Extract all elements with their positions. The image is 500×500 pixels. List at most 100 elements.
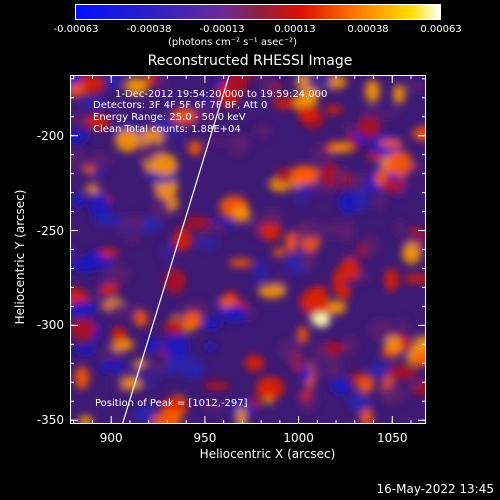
- heatmap-blob: [228, 258, 253, 268]
- heatmap-blob: [230, 75, 256, 80]
- x-tick-label: 1050: [376, 431, 408, 445]
- heatmap-blob: [115, 129, 141, 153]
- colorbar-tick-4: 0.00038: [347, 24, 389, 35]
- heatmap-blob: [141, 361, 170, 371]
- heatmap-blob: [162, 396, 188, 414]
- peak-marker: [312, 312, 331, 327]
- heatmap-blob: [356, 376, 375, 393]
- heatmap-blob: [324, 105, 344, 114]
- heatmap-blob: [196, 231, 209, 240]
- colorbar-tick-1: -0.00038: [126, 24, 172, 35]
- heatmap-blob: [256, 376, 285, 400]
- heatmap-blob: [354, 186, 370, 212]
- heatmap-blob: [300, 390, 311, 401]
- heatmap-blob: [373, 192, 387, 211]
- heatmap-blob: [306, 75, 332, 91]
- heatmap-blob: [295, 190, 307, 208]
- x-tick-label: 900: [99, 431, 123, 445]
- heatmap-blob: [402, 330, 415, 340]
- heatmap-blob: [297, 326, 309, 344]
- heatmap-blob: [90, 151, 111, 169]
- heatmap-blob: [393, 84, 406, 104]
- heatmap-blob: [361, 107, 380, 119]
- heatmap-blob: [85, 114, 110, 130]
- heatmap-blob: [225, 304, 247, 323]
- heatmap-blob: [78, 415, 93, 424]
- heatmap-blob: [183, 311, 202, 328]
- heatmap-blob: [205, 224, 228, 233]
- heatmap-blob: [173, 228, 192, 251]
- x-tick-label: 1000: [283, 431, 314, 445]
- heatmap-blob: [378, 139, 404, 148]
- heatmap-blob: [226, 75, 248, 97]
- heatmap-blob: [285, 232, 297, 252]
- heatmap-blob: [179, 358, 205, 379]
- heatmap-blob: [100, 283, 120, 295]
- heatmap-blob: [163, 319, 186, 336]
- heatmap-blob: [320, 365, 345, 379]
- heatmap-blob: [227, 133, 251, 157]
- heatmap-blob: [151, 153, 178, 176]
- y-tick-label: -350: [36, 413, 64, 428]
- heatmap-blob: [258, 284, 286, 299]
- heatmap-blob: [151, 411, 182, 424]
- heatmap-blob: [157, 75, 169, 89]
- heatmap-blob: [258, 75, 276, 96]
- annotation-clean: Clean Total counts: 1.88E+04: [93, 124, 241, 135]
- heatmap-blob: [93, 214, 123, 226]
- heatmap-blob: [364, 79, 380, 103]
- y-axis-label: Heliocentric Y (arcsec): [13, 189, 27, 325]
- heatmap-blob: [88, 192, 111, 218]
- heatmap-blob: [343, 335, 358, 357]
- heatmap-blob: [394, 218, 405, 237]
- annotation-energy: Energy Range: 25.0 - 50.0 keV: [93, 112, 246, 123]
- heatmap-blob: [362, 233, 380, 258]
- heatmap-blob: [258, 209, 286, 224]
- heatmap-blob: [70, 84, 85, 97]
- heatmap-blob: [134, 404, 155, 424]
- heatmap-blob: [124, 77, 149, 95]
- heatmap-blob: [170, 108, 197, 124]
- heatmap-blob: [170, 121, 184, 144]
- colorbar-tick-2: -0.00013: [199, 24, 245, 35]
- heatmap-blob: [70, 245, 77, 265]
- heatmap-blob: [327, 356, 343, 369]
- heatmap-blob: [70, 318, 97, 341]
- heatmap-blob: [121, 214, 147, 228]
- heatmap-blob: [290, 165, 320, 178]
- heatmap-blob: [219, 295, 237, 309]
- heatmap-blob: [339, 257, 360, 281]
- heatmap-blob: [347, 393, 371, 412]
- chart-title: Reconstructed RHESSI Image: [147, 53, 353, 69]
- y-tick-label: -200: [36, 128, 64, 143]
- annotation-detectors: Detectors: 3F 4F 5F 6F 7F 8F, Att 0: [93, 100, 268, 111]
- heatmap-blob: [413, 350, 426, 366]
- heatmap-blob: [99, 247, 119, 258]
- colorbar-tick-3: 0.00013: [274, 24, 316, 35]
- heatmap-blob: [74, 366, 90, 390]
- heatmap-blob: [203, 381, 231, 391]
- heatmap-blob: [98, 360, 128, 372]
- colorbar-unit: (photons cm⁻² s⁻¹ asec⁻²): [168, 37, 298, 48]
- heatmap-blob: [250, 396, 262, 409]
- x-axis-label: Heliocentric X (arcsec): [199, 447, 336, 461]
- heatmap-blob: [403, 274, 426, 284]
- y-tick-label: -250: [36, 223, 64, 238]
- heatmap-blob: [256, 382, 271, 394]
- heatmap-blob: [406, 378, 422, 389]
- heatmap-blob: [299, 289, 327, 314]
- heatmap-blob: [85, 184, 100, 194]
- heatmap-blob: [182, 299, 211, 317]
- heatmap-blob: [73, 346, 97, 355]
- heatmap-blob: [286, 356, 315, 366]
- heatmap-blob: [339, 192, 358, 214]
- y-tick-label: -300: [36, 318, 64, 333]
- heatmap-blob: [297, 105, 320, 121]
- colorbar-tick-5: 0.00063: [420, 24, 462, 35]
- heatmap-blob: [260, 220, 282, 242]
- heatmap-blob: [164, 268, 187, 294]
- heatmap-blob: [408, 80, 426, 92]
- heatmap-blob: [336, 284, 351, 301]
- heatmap-blob: [92, 165, 103, 179]
- heatmap-blob: [183, 216, 212, 230]
